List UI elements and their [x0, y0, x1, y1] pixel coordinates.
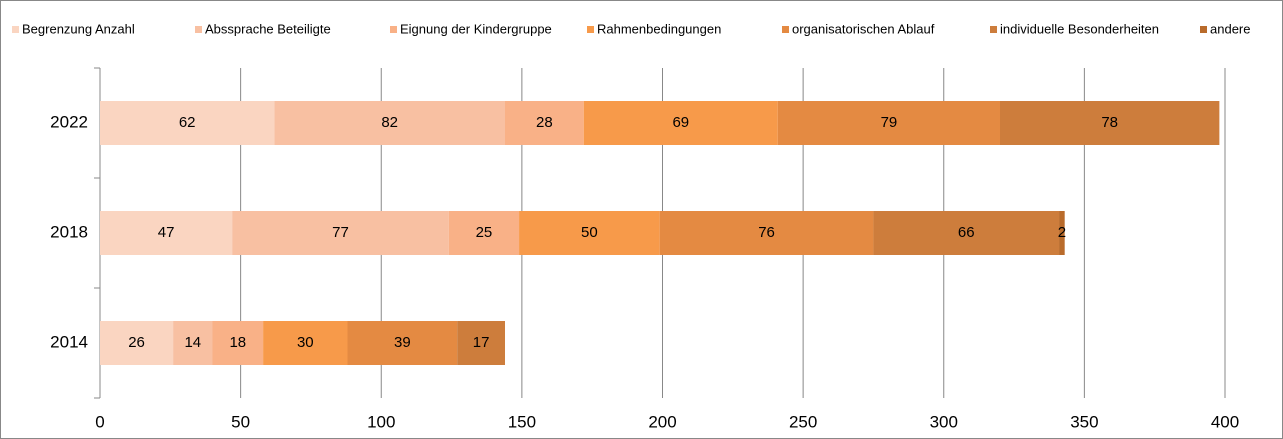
bar-segment — [873, 211, 1060, 255]
bar-segment — [777, 101, 1000, 145]
data-label: 14 — [184, 334, 201, 351]
data-label: 30 — [297, 334, 314, 351]
data-label: 78 — [1101, 114, 1118, 131]
x-tick-label: 50 — [231, 412, 250, 431]
data-label: 2 — [1058, 224, 1066, 241]
bar-segment — [583, 101, 778, 145]
bar-segment — [448, 211, 520, 255]
bar-segment — [1059, 211, 1065, 255]
y-tick-label: 2022 — [50, 112, 88, 131]
legend-swatch — [990, 26, 997, 33]
bar-segment — [457, 321, 505, 365]
bar-segment — [263, 321, 348, 365]
legend-swatch — [12, 26, 19, 33]
data-label: 47 — [158, 224, 175, 241]
legend-label: Begrenzung Anzahl — [22, 21, 135, 36]
legend-swatch — [195, 26, 202, 33]
bar-segment — [659, 211, 874, 255]
x-tick-label: 100 — [367, 412, 395, 431]
x-tick-label: 300 — [930, 412, 958, 431]
bar-segment — [100, 321, 174, 365]
legend-label: organisatorischen Ablauf — [792, 21, 935, 36]
legend-swatch — [390, 26, 397, 33]
bar-segment — [347, 321, 458, 365]
data-label: 18 — [229, 334, 246, 351]
bar-segment — [100, 101, 275, 145]
x-tick-label: 200 — [648, 412, 676, 431]
data-label: 39 — [394, 334, 411, 351]
bar-segment — [1000, 101, 1220, 145]
data-label: 26 — [128, 334, 145, 351]
data-label: 79 — [881, 114, 898, 131]
x-tick-label: 400 — [1211, 412, 1239, 431]
y-tick-label: 2014 — [50, 332, 88, 351]
legend-swatch — [1200, 26, 1207, 33]
bar-segment — [274, 101, 505, 145]
bar-segment — [100, 211, 233, 255]
data-label: 76 — [758, 224, 775, 241]
x-tick-label: 150 — [508, 412, 536, 431]
legend-swatch — [782, 26, 789, 33]
data-label: 69 — [672, 114, 689, 131]
data-label: 28 — [536, 114, 553, 131]
x-tick-label: 250 — [789, 412, 817, 431]
data-label: 66 — [958, 224, 975, 241]
data-label: 17 — [473, 334, 490, 351]
y-tick-label: 2018 — [50, 222, 88, 241]
data-label: 82 — [381, 114, 398, 131]
legend-swatch — [587, 26, 594, 33]
data-label: 50 — [581, 224, 598, 241]
data-label: 62 — [179, 114, 196, 131]
legend-label: Eignung der Kindergruppe — [400, 21, 552, 36]
data-label: 25 — [476, 224, 493, 241]
bar-segment — [212, 321, 264, 365]
legend-label: Rahmenbedingungen — [597, 21, 721, 36]
bar-segment — [505, 101, 584, 145]
x-tick-label: 350 — [1070, 412, 1098, 431]
bar-segment — [519, 211, 660, 255]
x-tick-label: 0 — [95, 412, 104, 431]
legend-label: Abssprache Beteiligte — [205, 21, 331, 36]
data-label: 77 — [332, 224, 349, 241]
legend-label: individuelle Besonderheiten — [1000, 21, 1159, 36]
bar-segment — [232, 211, 449, 255]
legend-label: andere — [1210, 21, 1250, 36]
bar-segment — [173, 321, 213, 365]
